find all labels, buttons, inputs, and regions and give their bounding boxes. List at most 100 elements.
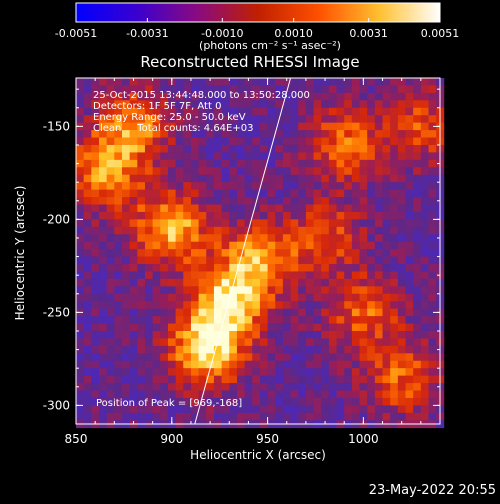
- heatmap-cell: [244, 397, 253, 406]
- heatmap-cell: [229, 256, 238, 265]
- heatmap-cell: [290, 316, 299, 324]
- heatmap-cell: [344, 330, 353, 339]
- heatmap-cell: [351, 323, 360, 332]
- heatmap-cell: [282, 286, 291, 295]
- heatmap-cell: [321, 412, 330, 421]
- heatmap-cell: [290, 360, 299, 369]
- heatmap-cell: [114, 301, 123, 310]
- heatmap-cell: [390, 330, 399, 339]
- heatmap-cell: [397, 107, 406, 116]
- heatmap-cell: [152, 92, 161, 101]
- heatmap-cell: [91, 241, 100, 250]
- heatmap-cell: [252, 271, 261, 280]
- heatmap-cell: [252, 152, 261, 161]
- heatmap-cell: [305, 301, 314, 310]
- heatmap-cell: [397, 405, 406, 414]
- heatmap-cell: [321, 308, 330, 317]
- heatmap-cell: [298, 182, 307, 191]
- heatmap-cell: [374, 182, 383, 191]
- heatmap-cell: [175, 278, 184, 287]
- heatmap-cell: [321, 226, 330, 235]
- heatmap-cell: [83, 107, 92, 116]
- heatmap-cell: [114, 78, 123, 86]
- heatmap-cell: [121, 323, 131, 332]
- heatmap-cell: [252, 100, 261, 109]
- heatmap-cell: [221, 174, 230, 183]
- heatmap-cell: [267, 278, 276, 287]
- heatmap-cell: [175, 368, 184, 377]
- heatmap-cell: [229, 368, 238, 377]
- heatmap-cell: [98, 115, 108, 124]
- heatmap-cell: [428, 78, 437, 86]
- heatmap-cell: [236, 383, 245, 391]
- heatmap-cell: [397, 182, 406, 191]
- heatmap-cell: [144, 204, 154, 213]
- heatmap-cell: [152, 189, 161, 198]
- heatmap-cell: [129, 159, 138, 168]
- heatmap-cell: [198, 137, 207, 146]
- heatmap-cell: [137, 345, 146, 354]
- heatmap-cell: [190, 323, 200, 332]
- heatmap-cell: [305, 286, 314, 295]
- heatmap-cell: [413, 316, 422, 324]
- heatmap-cell: [328, 204, 337, 213]
- heatmap-cell: [121, 375, 131, 384]
- heatmap-cell: [198, 286, 207, 295]
- heatmap-cell: [236, 264, 245, 272]
- heatmap-cell: [98, 197, 108, 205]
- heatmap-cell: [298, 390, 307, 399]
- heatmap-cell: [190, 301, 200, 310]
- heatmap-cell: [129, 375, 138, 384]
- heatmap-cell: [275, 256, 284, 265]
- heatmap-cell: [98, 159, 108, 168]
- heatmap-cell: [137, 197, 146, 205]
- heatmap-cell: [167, 241, 177, 250]
- heatmap-cell: [390, 234, 399, 243]
- heatmap-cell: [114, 182, 123, 191]
- heatmap-cell: [420, 264, 429, 272]
- heatmap-cell: [221, 249, 230, 257]
- heatmap-cell: [221, 234, 230, 243]
- heatmap-cell: [83, 383, 92, 391]
- heatmap-cell: [76, 360, 85, 369]
- heatmap-cell: [83, 115, 92, 124]
- heatmap-cell: [428, 383, 437, 391]
- heatmap-cell: [152, 159, 161, 168]
- heatmap-cell: [106, 264, 115, 272]
- heatmap-cell: [91, 286, 100, 295]
- heatmap-cell: [167, 301, 177, 310]
- heatmap-cell: [336, 85, 345, 94]
- heatmap-cell: [344, 100, 353, 109]
- heatmap-cell: [328, 144, 337, 153]
- heatmap-cell: [259, 390, 268, 399]
- heatmap-cell: [405, 286, 414, 295]
- heatmap-cell: [213, 122, 222, 131]
- heatmap-cell: [137, 397, 146, 406]
- heatmap-cell: [236, 211, 245, 220]
- heatmap-cell: [359, 293, 368, 302]
- heatmap-cell: [344, 189, 353, 198]
- heatmap-cell: [244, 330, 253, 339]
- heatmap-cell: [382, 92, 391, 101]
- heatmap-cell: [121, 338, 131, 347]
- heatmap-cell: [206, 316, 215, 324]
- heatmap-cell: [198, 197, 207, 205]
- heatmap-cell: [121, 249, 131, 257]
- heatmap-cell: [221, 115, 230, 124]
- heatmap-cell: [213, 159, 222, 168]
- heatmap-cell: [313, 174, 322, 183]
- heatmap-cell: [144, 405, 154, 414]
- heatmap-cell: [144, 219, 154, 228]
- heatmap-cell: [98, 264, 108, 272]
- heatmap-cell: [152, 278, 161, 287]
- heatmap-cell: [213, 383, 222, 391]
- heatmap-cell: [183, 412, 192, 421]
- heatmap-cell: [359, 130, 368, 138]
- heatmap-cell: [152, 174, 161, 183]
- heatmap-cell: [351, 316, 360, 324]
- heatmap-cell: [236, 241, 245, 250]
- heatmap-cell: [336, 211, 345, 220]
- heatmap-cell: [137, 152, 146, 161]
- heatmap-cell: [167, 219, 177, 228]
- heatmap-cell: [359, 405, 368, 414]
